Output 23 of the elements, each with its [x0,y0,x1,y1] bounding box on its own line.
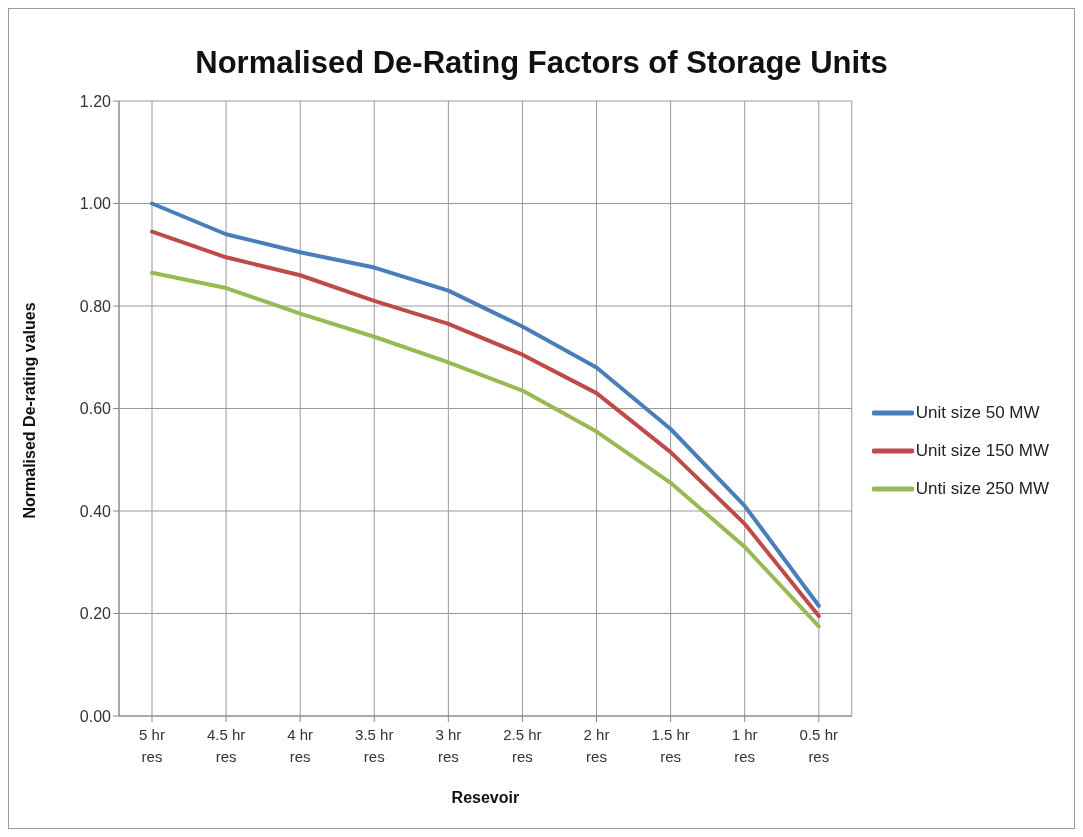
x-tick-label: 1 hr res [731,726,758,765]
y-tick-label: 1.20 [79,92,112,110]
x-tick-label: 3.5 hr res [355,726,394,765]
y-tick-label: 0.40 [79,502,112,520]
x-tick-label: 4 hr res [287,726,314,765]
legend-label: Unit size 50 MW [915,403,1040,423]
x-tick-label: 0.5 hr res [799,726,838,765]
x-tick-label: 3 hr res [435,726,462,765]
legend-label: Unti size 250 MW [915,479,1049,499]
chart-title: Normalised De-Rating Factors of Storage Units [194,45,889,81]
x-tick-label: 2.5 hr res [503,726,542,765]
x-axis-title: Resevoir [451,789,520,806]
legend-label: Unit size 150 MW [915,441,1049,461]
x-tick-label: 4.5 hr res [206,726,246,765]
y-axis-title: Normalised De-rating values [20,302,38,519]
y-tick-label: 0.60 [79,400,112,418]
x-tick-label: 5 hr res [139,726,165,765]
y-tick-label: 0.80 [79,297,112,315]
x-tick-label: 2 hr res [583,726,610,765]
x-tick-label: 1.5 hr res [651,726,690,765]
y-tick-label: 1.00 [79,195,112,213]
y-tick-label: 0.20 [79,605,112,623]
y-tick-label: 0.00 [79,707,112,725]
